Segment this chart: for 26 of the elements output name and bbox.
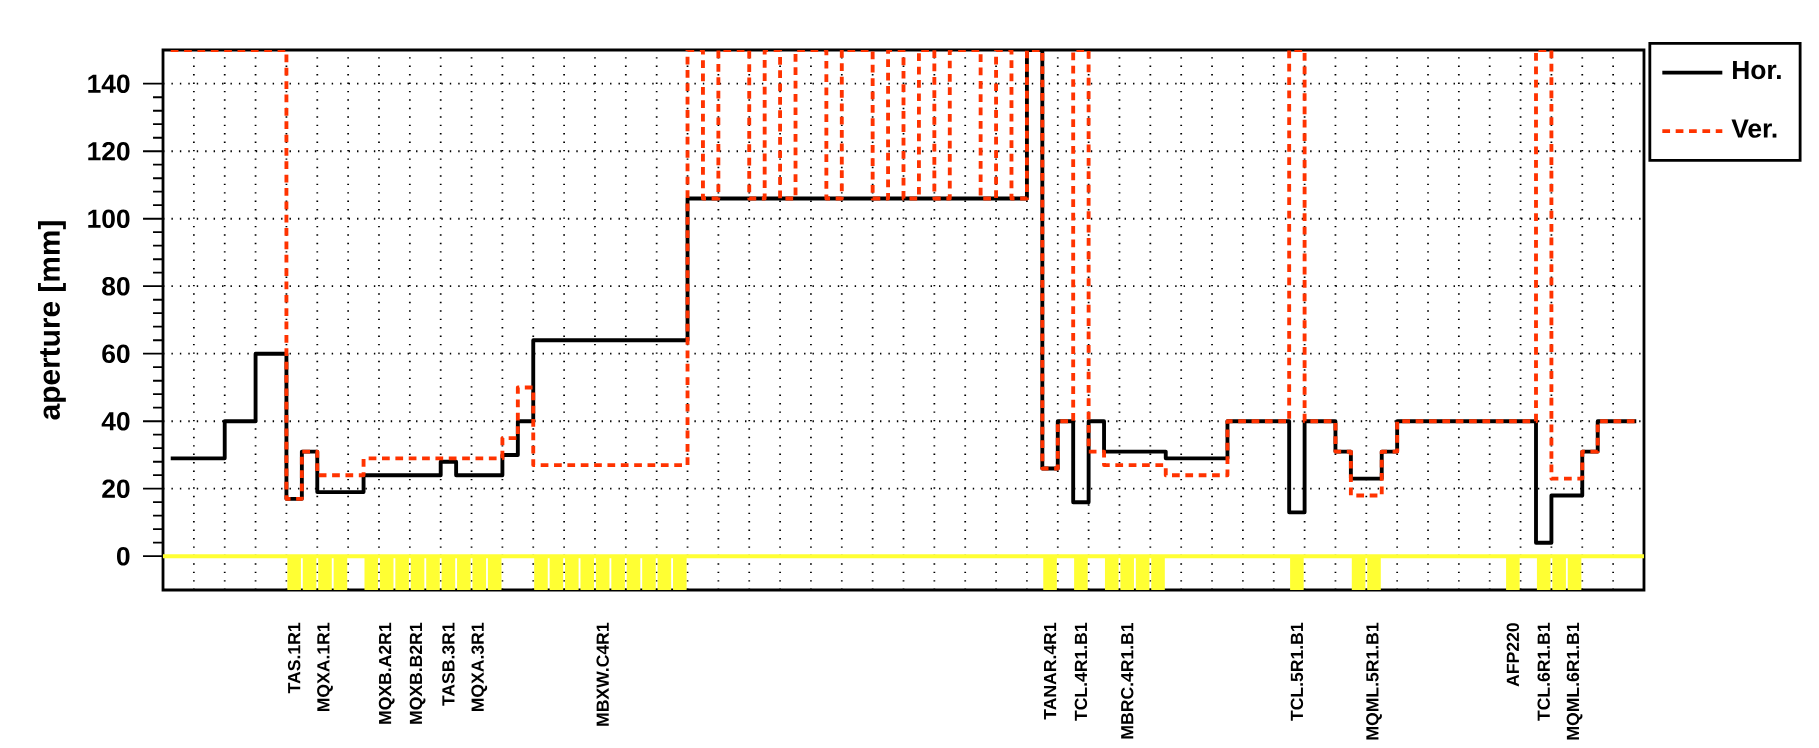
y-tick-label: 20	[102, 479, 130, 499]
x-tick-label: MBRC.4R1.B1	[1120, 622, 1134, 739]
y-tick-label: 0	[116, 546, 130, 566]
x-tick-label: TASB.3R1	[442, 622, 455, 706]
x-tick-label: MQML.6R1.B1	[1566, 622, 1583, 740]
x-tick-label: TCL.6R1.B1	[1537, 622, 1550, 721]
y-axis-title: aperture [mm]	[38, 221, 66, 420]
x-tick-label: TAS.1R1	[287, 622, 301, 694]
legend-label: Hor.	[1733, 60, 1781, 80]
y-tick-label: 40	[101, 411, 130, 431]
y-tick-label: 100	[88, 209, 130, 229]
y-tick-label: 60	[102, 344, 130, 364]
x-tick-label: MQXB.A2R1	[378, 622, 395, 724]
y-tick-label: 140	[88, 74, 130, 94]
x-tick-label: MQXB.B2R1	[409, 622, 426, 724]
legend-label: Ver.	[1731, 119, 1777, 138]
y-tick-label: 120	[88, 141, 130, 161]
y-tick-label: 80	[102, 276, 130, 296]
x-tick-label: MQXA.1R1	[317, 622, 333, 712]
x-tick-label: TCL.4R1.B1	[1074, 622, 1088, 721]
x-tick-label: TCL.5R1.B1	[1290, 622, 1304, 721]
x-tick-label: MQML.5R1.B1	[1366, 622, 1382, 740]
x-tick-label: MQXA.3R1	[471, 622, 488, 712]
x-tick-label: MBXW.C4R1	[596, 622, 609, 726]
x-tick-label: AFP220	[1506, 623, 1520, 687]
x-tick-label: TANAR.4R1	[1044, 622, 1057, 720]
